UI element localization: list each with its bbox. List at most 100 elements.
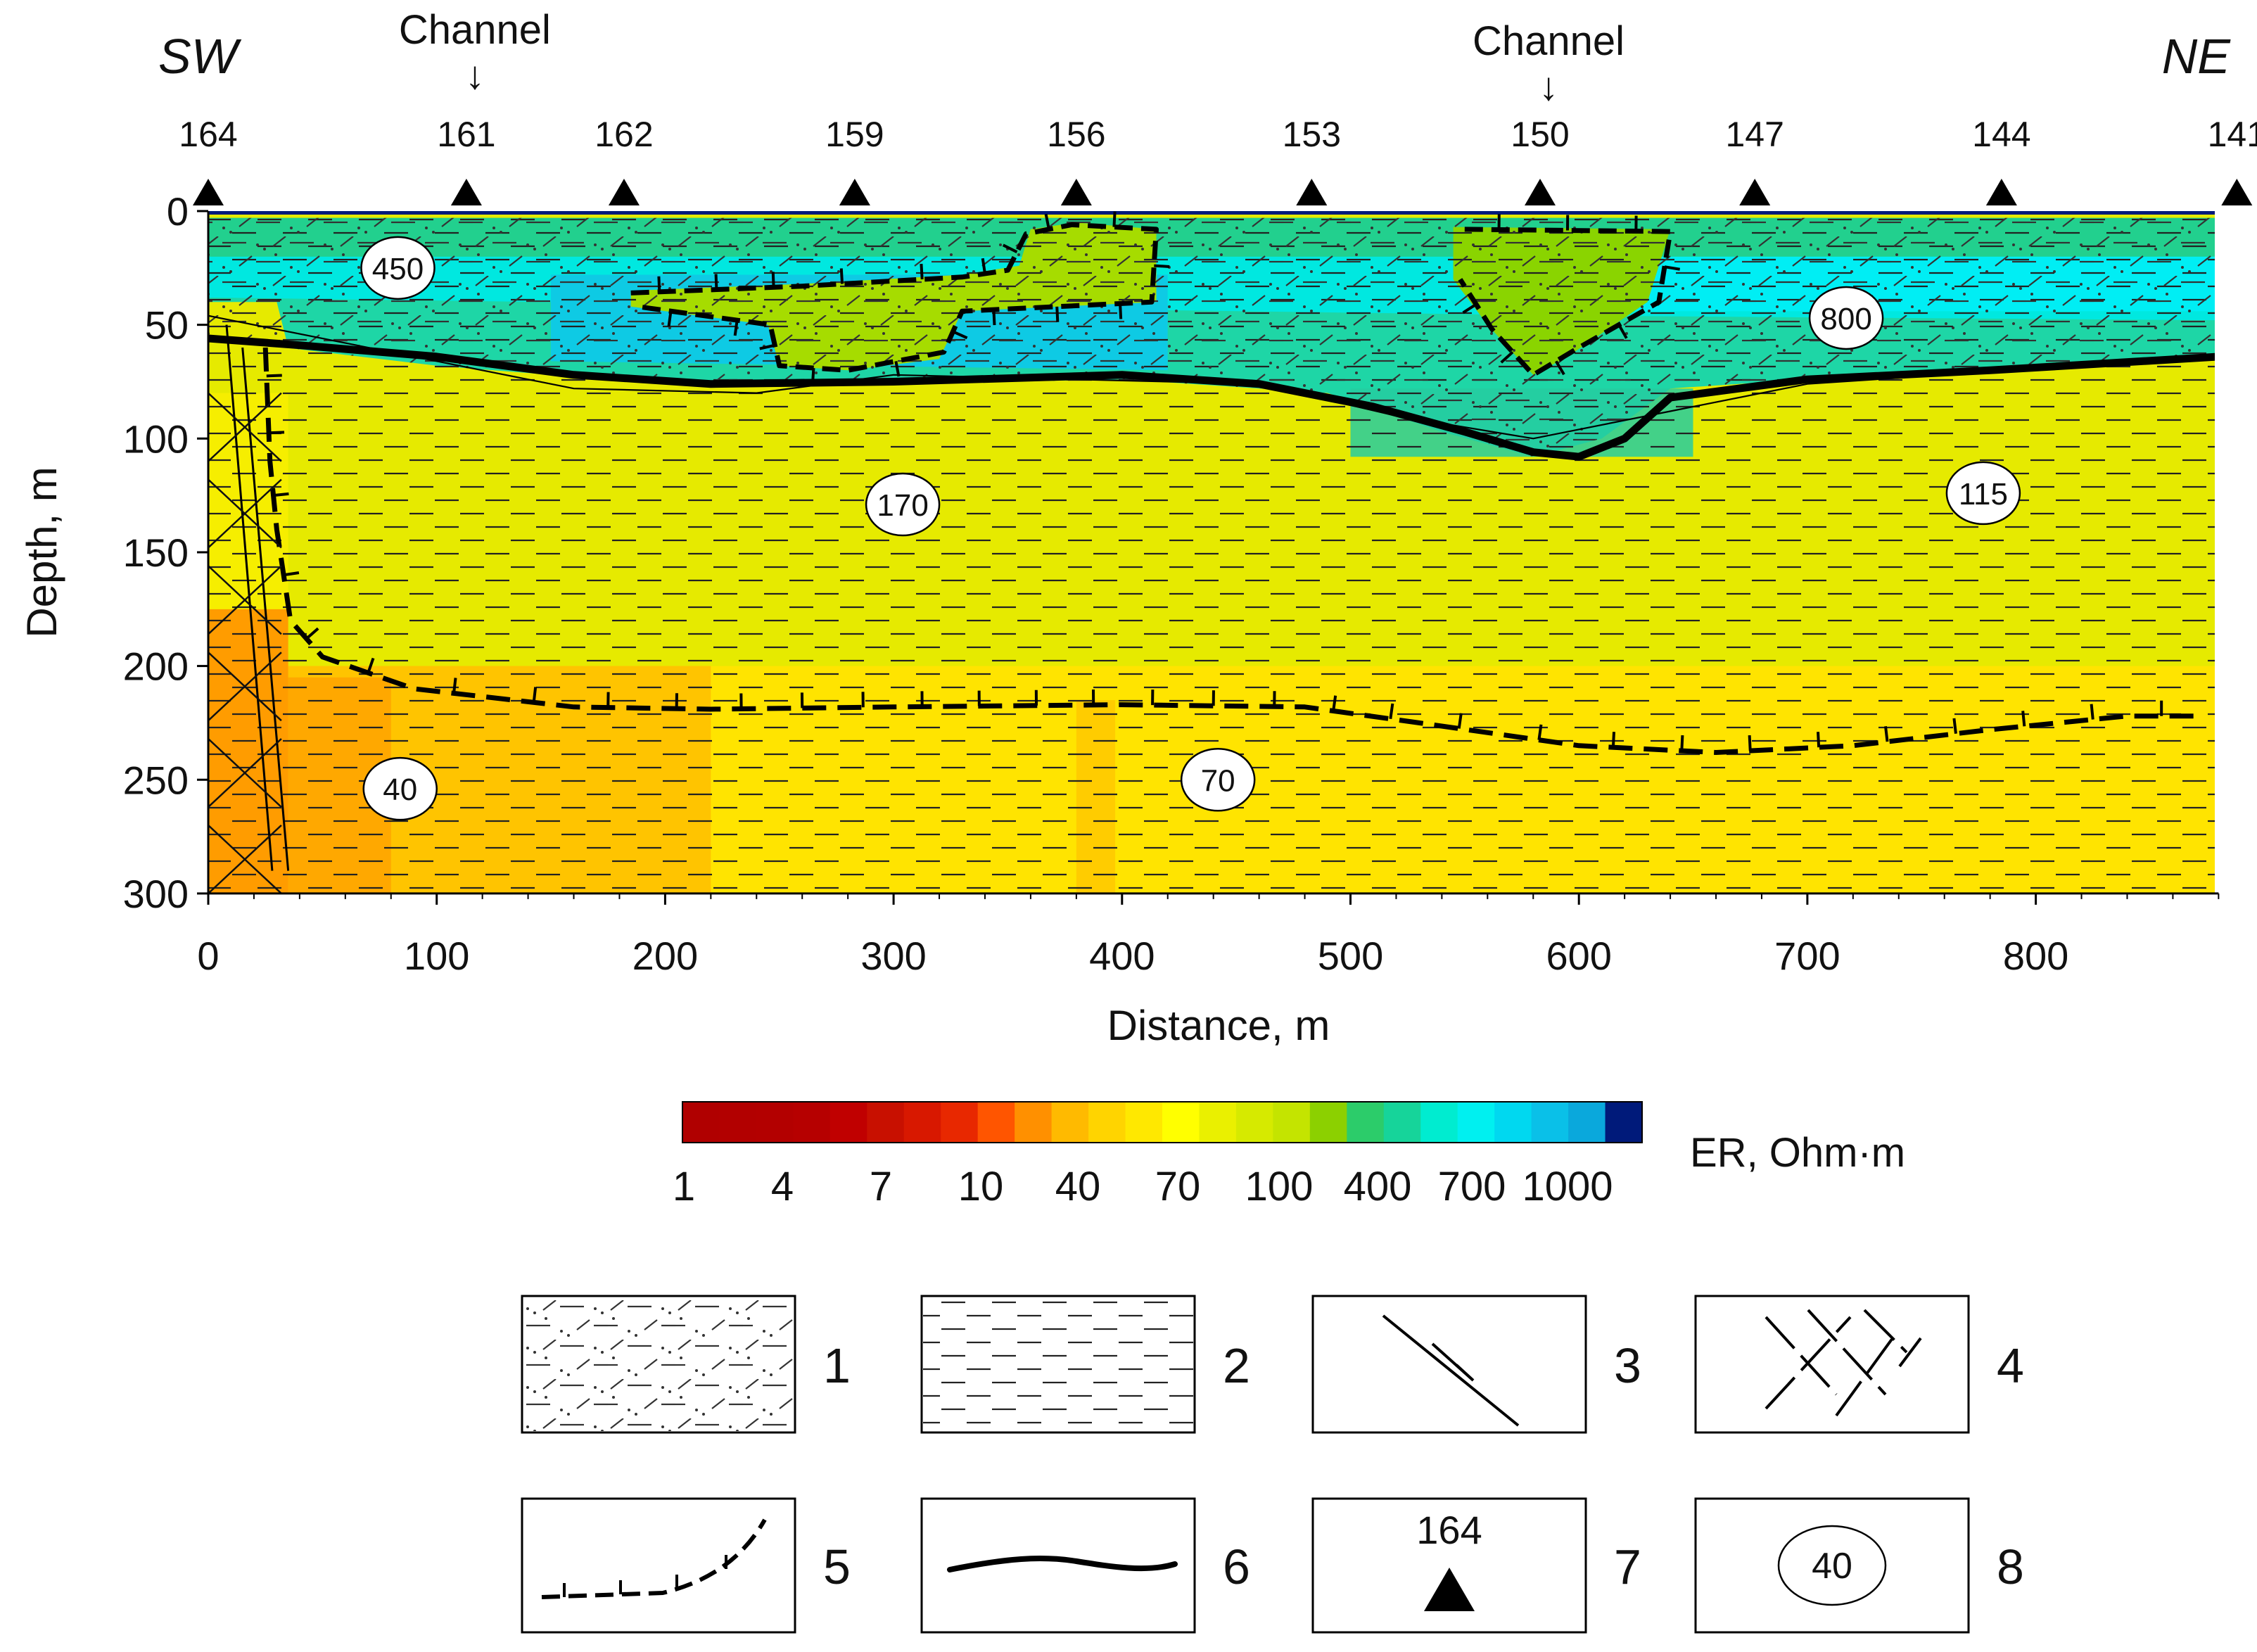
- resistivity-bubble: [1945, 461, 2021, 526]
- hachured-deep-boundary: [262, 347, 2196, 755]
- legend: 1 2 3 4 5 6 7 164 8 40: [521, 1295, 2024, 1634]
- colorbar: 1 4 7 10 40 70 100 400 700 1000: [673, 1101, 1643, 1209]
- colorbar-swatch: [1273, 1102, 1311, 1143]
- colorbar-swatch: [1457, 1102, 1495, 1143]
- colorbar-swatch: [1605, 1102, 1643, 1143]
- resistivity-value: 70: [1201, 763, 1235, 798]
- legend-number: 8: [1997, 1539, 2024, 1594]
- colorbar-tick-label: 4: [771, 1164, 794, 1209]
- channel-arrow: ↓: [465, 53, 485, 97]
- colorbar-swatch: [1051, 1102, 1089, 1143]
- station-triangle: [1296, 179, 1328, 205]
- colorbar-swatch: [829, 1102, 867, 1143]
- station-triangle: [1739, 179, 1771, 205]
- colorbar-tick-label: 7: [870, 1164, 892, 1209]
- bold-boundary: [208, 334, 2215, 461]
- station-markers: 164 161 162 159 156 153 150 147 144 141: [179, 115, 2257, 205]
- y-tick-label: 300: [123, 872, 189, 916]
- station-example-label: 164: [1416, 1508, 1482, 1552]
- colorbar-tick-label: 1000: [1522, 1164, 1613, 1209]
- station-label: 150: [1511, 115, 1569, 154]
- legend-item-1: 1: [521, 1295, 851, 1434]
- station-label: 153: [1283, 115, 1341, 154]
- legend-number: 5: [823, 1539, 851, 1594]
- colorbar-tick-label: 1: [673, 1164, 695, 1209]
- legend-number: 4: [1997, 1338, 2024, 1393]
- colorbar-swatch: [867, 1102, 905, 1143]
- fracture-symbol: [1765, 1309, 1922, 1417]
- legend-item-6: 6: [920, 1497, 1250, 1634]
- resistivity-bubble: [1808, 286, 1884, 350]
- channel-arrow: ↓: [1539, 64, 1558, 108]
- colorbar-tick-label: 10: [958, 1164, 1004, 1209]
- legend-item-4: 4: [1694, 1295, 2024, 1434]
- y-tick-label: 150: [123, 530, 189, 575]
- colorbar-swatch: [903, 1102, 941, 1143]
- legend-item-7: 7 164: [1311, 1497, 1641, 1634]
- station-triangle: [1060, 179, 1092, 205]
- station-triangle: [193, 179, 224, 205]
- colorbar-swatch: [1162, 1102, 1200, 1143]
- colorbar-tick-label: 40: [1055, 1164, 1101, 1209]
- colorbar-swatch: [793, 1102, 831, 1143]
- station-triangle: [1525, 179, 1556, 205]
- channel-label: Channel: [399, 7, 551, 53]
- colorbar-swatch: [1568, 1102, 1606, 1143]
- colorbar-swatch: [941, 1102, 979, 1143]
- x-tick-label: 200: [632, 934, 698, 978]
- legend-item-2: 2: [920, 1295, 1250, 1434]
- colorbar-swatch: [1383, 1102, 1421, 1143]
- station-triangle: [608, 179, 640, 205]
- orientation-right: NE: [2162, 29, 2232, 84]
- x-tick-label: 400: [1089, 934, 1155, 978]
- axes: 0 100 200 300 400 500 600 700 800 0 50 100 150 200 250…: [18, 189, 2220, 1049]
- x-tick-label: 0: [197, 934, 219, 978]
- fault-line-symbol: [1382, 1314, 1520, 1427]
- station-label: 144: [1972, 115, 2030, 154]
- y-tick-label: 0: [167, 189, 189, 234]
- legend-item-5: 5: [521, 1497, 851, 1634]
- resistivity-labels: 450 800 170 115 40 70: [360, 236, 2021, 821]
- legend-item-8: 8 40: [1694, 1497, 2024, 1634]
- x-tick-label: 300: [860, 934, 926, 978]
- resistivity-value: 800: [1820, 302, 1871, 336]
- boundary-lines: [208, 211, 2215, 894]
- resistivity-bubble: [865, 472, 941, 537]
- station-label: 161: [437, 115, 495, 154]
- fault-arrow-symbol: [1431, 1342, 1475, 1382]
- colorbar-swatch: [756, 1102, 794, 1143]
- y-tick-label: 50: [145, 303, 189, 348]
- legend-box: [521, 1497, 796, 1634]
- colorbar-swatch: [1235, 1102, 1273, 1143]
- station-triangle: [1985, 179, 2017, 205]
- hachured-lens-2: [1458, 214, 1680, 378]
- thin-boundary: [208, 314, 2215, 440]
- sandy-clay-hatch: [208, 217, 2215, 457]
- bold-line-symbol: [947, 1556, 1178, 1572]
- clay-hatch-swatch: [923, 1297, 1193, 1431]
- colorbar-swatch: [1309, 1102, 1347, 1143]
- channel-markers: Channel↓Channel↓: [399, 7, 1625, 108]
- y-axis-label: Depth, m: [18, 466, 65, 637]
- colorbar-swatch: [1088, 1102, 1126, 1143]
- legend-number: 6: [1223, 1539, 1250, 1594]
- colorbar-tick-label: 70: [1155, 1164, 1201, 1209]
- station-label: 141: [2208, 115, 2257, 154]
- colorbar-swatch: [1531, 1102, 1569, 1143]
- resistivity-example-bubble: [1777, 1525, 1887, 1606]
- colorbar-tick-label: 100: [1245, 1164, 1314, 1209]
- resistivity-value: 40: [383, 773, 417, 807]
- colorbar-swatch: [1199, 1102, 1237, 1143]
- colorbar-swatch: [1125, 1102, 1163, 1143]
- legend-box: [1694, 1295, 1970, 1434]
- station-label: 147: [1726, 115, 1784, 154]
- station-triangle: [839, 179, 870, 205]
- colorbar-swatch: [1494, 1102, 1532, 1143]
- colorbar-swatch: [977, 1102, 1015, 1143]
- station-label: 162: [595, 115, 653, 154]
- station-triangle: [450, 179, 482, 205]
- sandy-hatch-swatch: [523, 1297, 794, 1431]
- legend-box: [1311, 1295, 1587, 1434]
- channel-label: Channel: [1473, 18, 1625, 64]
- colorbar-swatch: [1347, 1102, 1385, 1143]
